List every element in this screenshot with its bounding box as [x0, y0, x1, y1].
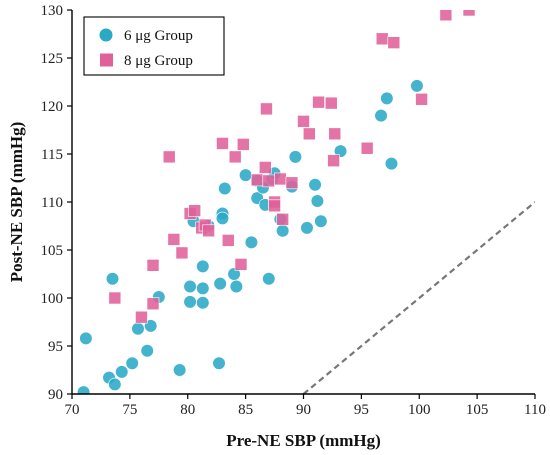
y-tick-label: 130 — [41, 3, 64, 19]
data-point-series-2 — [262, 174, 276, 188]
x-tick-label: 90 — [296, 402, 311, 418]
data-point-series-1 — [276, 224, 290, 238]
data-point-series-1 — [244, 235, 259, 249]
data-point-series-1 — [196, 281, 210, 296]
data-point-series-2 — [202, 224, 215, 238]
data-point-series-2 — [250, 173, 264, 187]
x-tick-label: 85 — [238, 402, 253, 418]
data-point-series-1 — [288, 150, 302, 164]
x-axis-title: Pre-NE SBP (mmHg) — [226, 431, 381, 450]
y-axis-title: Post-NE SBP (mmHg) — [7, 122, 26, 283]
data-point-series-1 — [262, 272, 276, 286]
data-point-series-1 — [374, 108, 388, 123]
y-tick-label: 125 — [41, 51, 64, 67]
x-tick-label: 70 — [65, 402, 80, 418]
data-point-series-2 — [146, 297, 160, 311]
data-point-series-1 — [196, 296, 210, 310]
data-point-series-2 — [439, 10, 453, 22]
data-point-series-1 — [410, 79, 424, 93]
data-point-series-2 — [135, 310, 148, 324]
data-point-series-2 — [274, 172, 287, 186]
data-point-series-2 — [312, 95, 325, 109]
points-layer — [76, 10, 535, 394]
data-point-series-2 — [324, 96, 338, 110]
data-point-series-1 — [384, 157, 399, 171]
data-point-series-1 — [196, 259, 210, 273]
y-tick-label: 120 — [41, 99, 64, 115]
data-point-series-2 — [297, 115, 310, 128]
y-tick-label: 100 — [41, 291, 64, 307]
data-point-series-2 — [228, 150, 242, 164]
reference-line — [302, 201, 535, 394]
data-point-series-1 — [333, 144, 348, 158]
data-point-series-2 — [146, 259, 160, 272]
data-point-series-1 — [314, 214, 328, 228]
data-point-series-2 — [327, 154, 340, 168]
data-point-series-1 — [79, 331, 93, 345]
legend-label: 8 μg Group — [124, 53, 193, 69]
data-point-series-2 — [188, 204, 201, 217]
data-point-series-1 — [140, 344, 154, 358]
x-tick-label: 95 — [354, 402, 369, 418]
data-point-series-2 — [167, 233, 181, 246]
data-point-series-2 — [328, 127, 342, 141]
x-tick-label: 105 — [466, 402, 489, 418]
data-point-series-1 — [183, 295, 197, 309]
data-point-series-1 — [239, 168, 253, 182]
y-tick-label: 115 — [41, 147, 63, 163]
data-point-series-1 — [183, 279, 197, 294]
data-point-series-2 — [162, 150, 176, 164]
data-point-series-2 — [285, 176, 299, 190]
data-point-series-1 — [300, 221, 314, 235]
data-point-series-1 — [131, 322, 145, 336]
data-point-series-2 — [216, 137, 229, 150]
data-point-series-1 — [108, 377, 122, 392]
data-point-series-1 — [76, 385, 91, 394]
legend-marker-square — [100, 53, 113, 67]
data-point-series-1 — [173, 363, 187, 377]
legend-marker-circle — [99, 28, 113, 42]
legend-label: 6 μg Group — [124, 28, 193, 44]
data-point-series-1 — [310, 194, 324, 208]
data-point-series-2 — [108, 291, 122, 305]
data-point-series-2 — [221, 234, 235, 247]
data-point-series-2 — [268, 199, 281, 213]
data-point-series-2 — [260, 102, 273, 116]
data-point-series-2 — [175, 246, 189, 260]
x-tick-label: 110 — [524, 402, 546, 418]
data-point-series-1 — [215, 211, 230, 225]
data-point-series-2 — [415, 92, 428, 106]
data-point-series-1 — [229, 279, 243, 294]
data-point-series-1 — [115, 365, 129, 379]
y-tick-label: 95 — [48, 339, 63, 355]
data-point-series-1 — [380, 91, 394, 105]
data-point-series-2 — [387, 36, 401, 49]
x-tick-label: 80 — [180, 402, 195, 418]
data-point-series-2 — [302, 127, 316, 141]
data-point-series-1 — [212, 356, 226, 370]
data-point-series-1 — [218, 181, 232, 196]
data-point-series-2 — [276, 212, 289, 226]
data-point-series-1 — [308, 178, 322, 192]
y-tick-label: 90 — [48, 387, 63, 403]
legend: 6 μg Group 8 μg Group — [83, 16, 225, 76]
axes-layer: 70 75 80 85 90 95 100 105 110 90 95 100 105 110 115 120… — [41, 3, 546, 418]
y-tick-label: 110 — [41, 195, 63, 211]
data-point-series-1 — [125, 356, 139, 370]
data-point-series-1 — [105, 272, 120, 286]
x-tick-label: 100 — [408, 402, 431, 418]
data-point-series-2 — [237, 138, 250, 151]
y-tick-label: 105 — [41, 243, 64, 259]
x-tick-label: 75 — [122, 402, 137, 418]
data-point-series-2 — [259, 161, 272, 174]
data-point-series-1 — [213, 277, 227, 291]
data-point-series-2 — [462, 10, 476, 17]
data-point-series-2 — [360, 141, 374, 155]
data-point-series-2 — [234, 258, 248, 271]
data-point-series-2 — [375, 32, 389, 46]
